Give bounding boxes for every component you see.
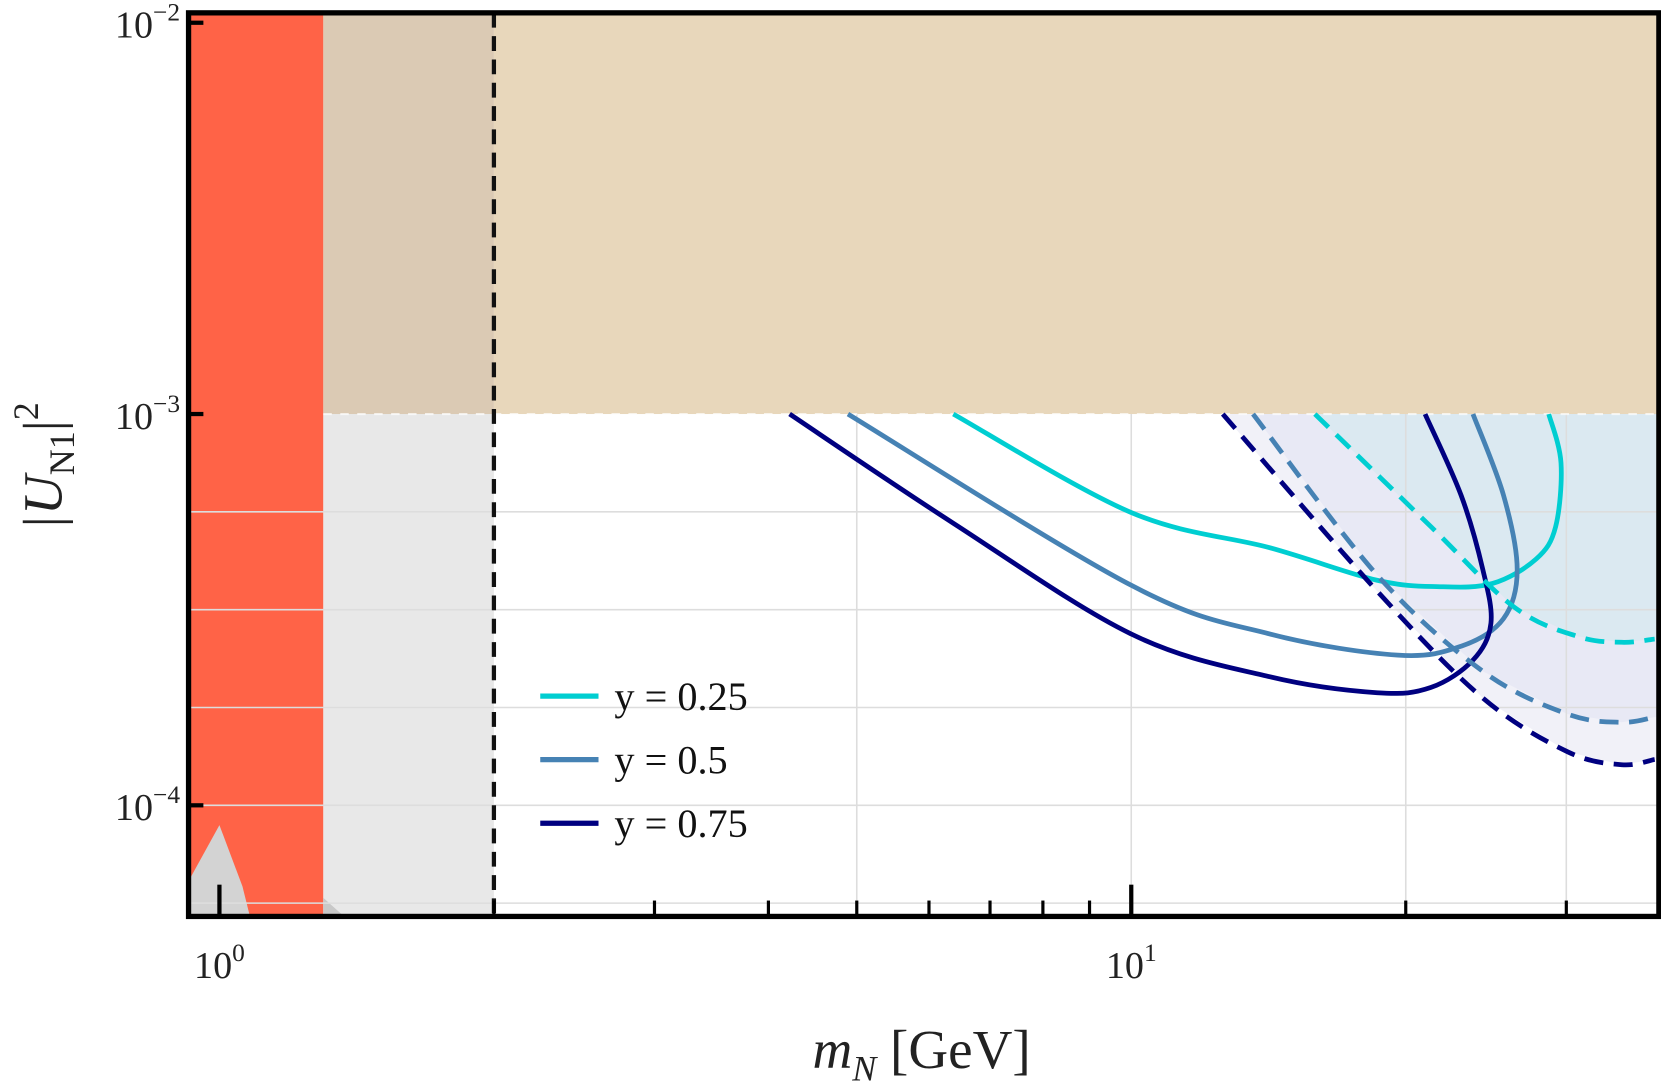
exclusion-region-1: [323, 414, 494, 917]
y-tick-label: 10−4: [115, 781, 180, 829]
y-axis-label-bar: |: [12, 420, 73, 431]
y-tick-base: 10: [115, 787, 153, 829]
x-axis-label-unit: [GeV]: [876, 1019, 1030, 1080]
y-axis-label-sub: N1: [42, 431, 82, 475]
svg-text:mN [GeV]: mN [GeV]: [812, 1019, 1030, 1085]
legend-label: y = 0.5: [614, 737, 727, 782]
x-axis-label: mN [GeV]: [812, 1019, 1030, 1085]
dashed-curve-4: [1251, 412, 1656, 725]
x-tick-label: 101: [1106, 939, 1157, 987]
sensitivity-region-fill: [1314, 414, 1659, 643]
x-tick-base: 10: [1106, 945, 1144, 987]
plot-area: [188, 12, 1659, 917]
legend-label: y = 0.75: [614, 801, 747, 846]
svg-text:|UN1|2: |UN1|2: [6, 402, 82, 530]
legend-label: y = 0.25: [614, 674, 747, 719]
y-axis-label-main: |U: [12, 472, 73, 530]
x-axis-label-main: m: [812, 1019, 852, 1080]
solid-curve-2: [788, 412, 1494, 696]
y-tick-exponent: −4: [153, 781, 180, 809]
solid-curve-0: [952, 411, 1564, 590]
dashed-curve-3: [1313, 412, 1655, 645]
y-tick-exponent: −2: [153, 0, 180, 27]
exclusion-region-0: [188, 12, 324, 917]
y-tick-label: 10−2: [115, 0, 180, 47]
x-tick-base: 10: [194, 945, 232, 987]
y-tick-exponent: −3: [153, 390, 180, 418]
dashed-curve-5: [1220, 412, 1656, 768]
x-axis-label-sub: N: [851, 1049, 878, 1085]
x-tick-exponent: 0: [232, 939, 245, 967]
gray-exclusion-triangle: [188, 825, 250, 917]
plot-frame: [185, 10, 1661, 920]
y-axis-label: |UN1|2: [6, 402, 82, 530]
x-tick-exponent: 1: [1144, 939, 1157, 967]
solid-curve-1: [846, 411, 1520, 658]
exclusion-region-3: [493, 12, 1659, 415]
x-tick-label: 100: [194, 939, 245, 987]
exclusion-region-2: [323, 12, 494, 415]
legend: y = 0.25 y = 0.5 y = 0.75: [540, 674, 748, 846]
y-tick-base: 10: [115, 396, 153, 438]
y-axis-label-sup: 2: [6, 402, 46, 420]
y-tick-label: 10−3: [115, 390, 180, 438]
y-tick-base: 10: [115, 5, 153, 47]
